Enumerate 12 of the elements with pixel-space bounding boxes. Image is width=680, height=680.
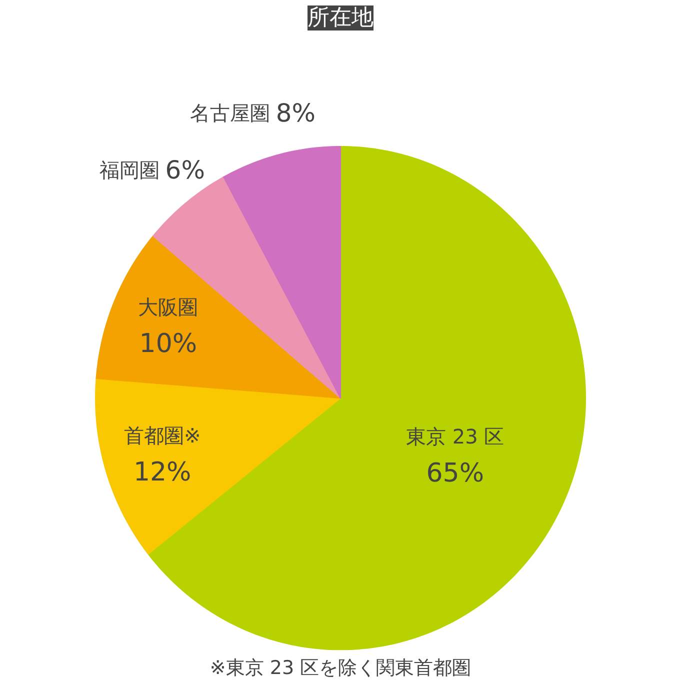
data-label: 8% bbox=[276, 98, 316, 128]
text: ※東京 23 区を除く関東首都圏 bbox=[210, 657, 472, 680]
slice-label: 大阪圏 bbox=[138, 295, 198, 320]
slice-label: 名古屋圏 bbox=[190, 100, 270, 125]
data-label: 12% bbox=[133, 457, 192, 488]
data-label: 10% bbox=[139, 329, 198, 360]
data-label: 65% bbox=[426, 458, 484, 489]
slice-label: 福岡圏 bbox=[99, 158, 160, 182]
data-label: 6% bbox=[165, 155, 205, 184]
slice-label: 東京 23 区 bbox=[406, 424, 504, 449]
slice-label: 首都圏※ bbox=[124, 423, 201, 448]
chart-title: 所在地 bbox=[308, 6, 374, 30]
